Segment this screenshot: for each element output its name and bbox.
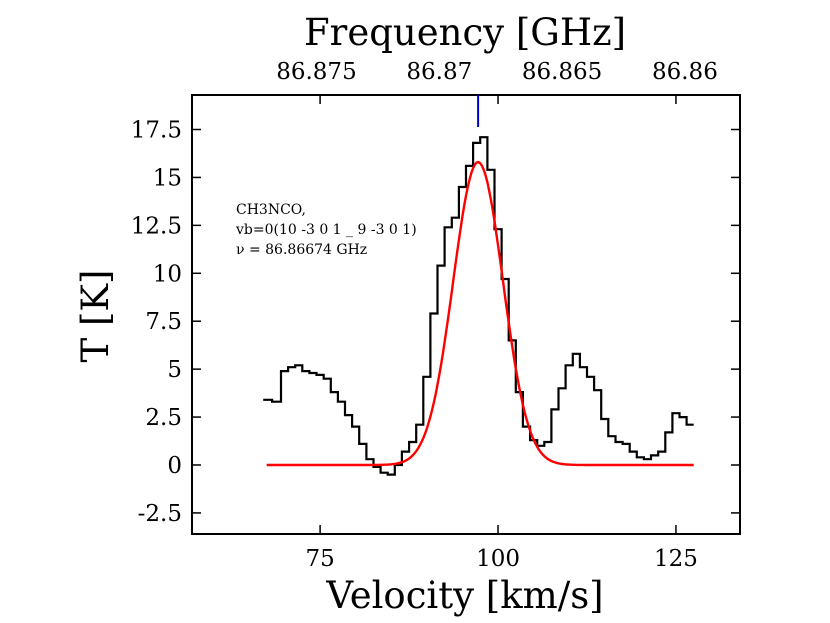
annotation-line-1: CH3NCO, bbox=[236, 202, 306, 218]
annotation-line-2: vb=0(10 -3 0 1 _ 9 -3 0 1) bbox=[235, 222, 417, 238]
plot-background bbox=[192, 95, 740, 534]
x-tick-label: 100 bbox=[476, 546, 520, 572]
x-axis-title: Velocity [km/s] bbox=[325, 574, 603, 617]
y-tick-label: 7.5 bbox=[145, 309, 182, 335]
plot-frame bbox=[191, 94, 741, 535]
top-tick-label: 86.875 bbox=[276, 59, 356, 85]
x-tick-label: 75 bbox=[305, 546, 334, 572]
y-tick-label: 10 bbox=[153, 261, 182, 287]
top-axis-title: Frequency [GHz] bbox=[304, 11, 626, 54]
annotation: CH3NCO, vb=0(10 -3 0 1 _ 9 -3 0 1) ν = 8… bbox=[235, 202, 417, 258]
ticks-layer: 75 100 125 -2.5 0 2.5 5 7.5 10 12.5 15 17.5 86.875 86… bbox=[131, 59, 740, 572]
y-tick-label: 5 bbox=[167, 357, 182, 383]
y-tick-label: 15 bbox=[153, 165, 182, 191]
plot-area bbox=[192, 95, 740, 534]
top-tick-label: 86.86 bbox=[652, 59, 718, 85]
spectrum-line bbox=[263, 136, 694, 476]
y-tick-label: 2.5 bbox=[145, 405, 182, 431]
y-tick-label: 17.5 bbox=[131, 118, 182, 144]
y-tick-label: 0 bbox=[167, 453, 182, 479]
frame-layer bbox=[191, 94, 741, 535]
annotation-line-3: ν = 86.86674 GHz bbox=[236, 242, 367, 258]
gaussian-fit-line bbox=[266, 160, 694, 467]
y-axis-title: T [K] bbox=[74, 270, 117, 363]
top-tick-label: 86.87 bbox=[406, 59, 472, 85]
y-tick-label: -2.5 bbox=[138, 501, 182, 527]
y-tick-label: 12.5 bbox=[131, 213, 182, 239]
x-tick-label: 125 bbox=[654, 546, 698, 572]
top-tick-label: 86.865 bbox=[522, 59, 602, 85]
series-layer bbox=[263, 136, 694, 476]
